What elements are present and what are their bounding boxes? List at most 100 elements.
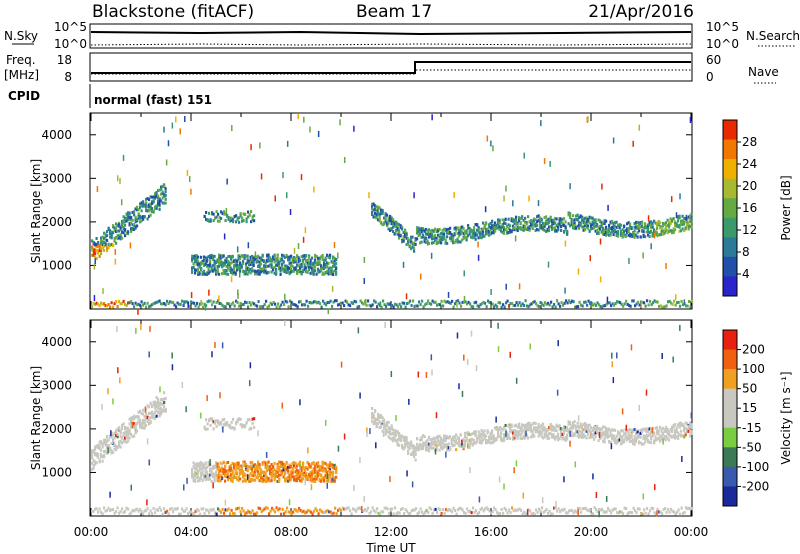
echo-cell (497, 434, 500, 438)
echo-cell (444, 437, 447, 441)
echo-cell (94, 445, 97, 449)
echo-cell (663, 430, 666, 434)
echo-cell (470, 235, 473, 239)
echo-cell (689, 215, 692, 219)
echo-cell (561, 223, 564, 227)
echo-cell (483, 435, 486, 439)
echo-cell (508, 304, 510, 311)
echo-cell (432, 436, 435, 440)
echo-cell (210, 256, 213, 260)
echo-cell (203, 215, 206, 219)
echo-cell (257, 269, 260, 273)
echo-cell (230, 270, 233, 274)
echo-cell (522, 423, 525, 427)
echo-cell (311, 477, 314, 481)
echo-cell (273, 254, 276, 258)
echo-cell (665, 429, 668, 433)
echo-cell (272, 300, 275, 304)
echo-cell (246, 268, 249, 272)
echo-cell (124, 436, 127, 440)
echo-cell (390, 219, 393, 223)
echo-cell (112, 231, 115, 235)
echo-cell (281, 465, 284, 469)
echo-cell (462, 237, 465, 241)
echo-cell (234, 471, 237, 475)
echo-cell (239, 477, 242, 481)
echo-cell (384, 430, 387, 434)
echo-cell (260, 476, 263, 480)
echo-cell (473, 235, 476, 239)
echo-cell (456, 231, 459, 235)
echo-cell (233, 268, 236, 272)
echo-cell (639, 428, 642, 432)
echo-cell (158, 506, 161, 510)
echo-cell (245, 479, 248, 483)
echo-cell (497, 432, 500, 436)
echo-cell (152, 195, 155, 199)
echo-cell (659, 435, 662, 439)
freq-tick-18: 18 (57, 53, 72, 67)
echo-cell (182, 509, 185, 513)
echo-cell (321, 463, 324, 467)
echo-cell (619, 301, 622, 305)
echo-cell (637, 300, 640, 304)
echo-cell (533, 427, 536, 431)
echo-cell (245, 264, 248, 268)
echo-cell (91, 461, 94, 465)
echo-cell (384, 432, 387, 436)
echo-cell (600, 229, 603, 233)
echo-cell (656, 431, 659, 435)
echo-cell (630, 234, 633, 238)
echo-cell (488, 224, 491, 228)
echo-cell (127, 230, 130, 234)
echo-cell (551, 425, 554, 429)
echo-cell (119, 226, 122, 230)
echo-cell (395, 429, 398, 433)
echo-cell (420, 230, 423, 234)
echo-cell (209, 467, 212, 471)
echo-cell (140, 424, 143, 428)
echo-cell (136, 224, 139, 228)
echo-cell (659, 221, 662, 225)
echo-cell (296, 476, 299, 480)
echo-cell (561, 221, 564, 225)
echo-cell (245, 462, 248, 466)
echo-cell (260, 267, 263, 271)
echo-cell (200, 267, 203, 271)
echo-cell (569, 183, 571, 190)
echo-cell (399, 434, 402, 438)
echo-cell (121, 230, 124, 234)
echo-cell (263, 470, 266, 474)
echo-cell (581, 431, 584, 435)
echo-cell (587, 224, 590, 228)
echo-cell (449, 231, 452, 235)
echo-cell (299, 258, 302, 262)
echo-cell (513, 434, 516, 438)
nave-trace (91, 69, 691, 75)
echo-cell (155, 204, 158, 208)
echo-cell (512, 431, 515, 435)
echo-cell (209, 254, 212, 258)
echo-cell (284, 479, 287, 483)
echo-cell (408, 239, 411, 243)
echo-cell (503, 221, 506, 225)
echo-cell (224, 470, 227, 474)
echo-cell (505, 185, 507, 192)
echo-cell (558, 217, 561, 221)
echo-cell (158, 413, 161, 417)
echo-cell (678, 422, 681, 426)
echo-cell (260, 173, 263, 180)
echo-cell (590, 227, 593, 231)
echo-cell (428, 446, 431, 450)
echo-cell (594, 224, 597, 228)
echo-cell (118, 427, 121, 431)
echo-cell (434, 440, 437, 444)
echo-cell (690, 423, 693, 427)
echo-cell (128, 417, 131, 421)
echo-cell (594, 218, 597, 222)
echo-cell (100, 239, 103, 243)
echo-cell (178, 302, 181, 306)
echo-cell (554, 429, 557, 433)
echo-cell (285, 461, 288, 465)
echo-cell (662, 305, 665, 309)
